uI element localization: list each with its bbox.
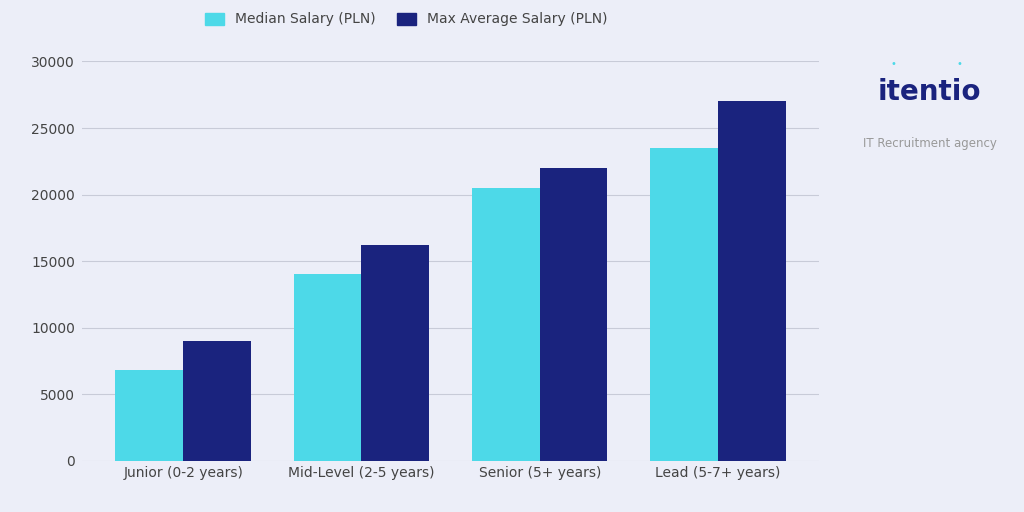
Bar xyxy=(718,101,785,461)
Bar xyxy=(540,168,607,461)
Text: IT Recruitment agency: IT Recruitment agency xyxy=(863,137,996,150)
Bar xyxy=(361,245,429,461)
Text: itentio: itentio xyxy=(878,78,982,106)
Bar xyxy=(294,274,361,461)
Text: •: • xyxy=(891,59,896,69)
Bar xyxy=(116,370,183,461)
Bar xyxy=(650,148,718,461)
Bar xyxy=(183,341,251,461)
Legend: Median Salary (PLN), Max Average Salary (PLN): Median Salary (PLN), Max Average Salary … xyxy=(205,12,608,27)
Text: •: • xyxy=(956,59,963,69)
Bar xyxy=(472,188,540,461)
